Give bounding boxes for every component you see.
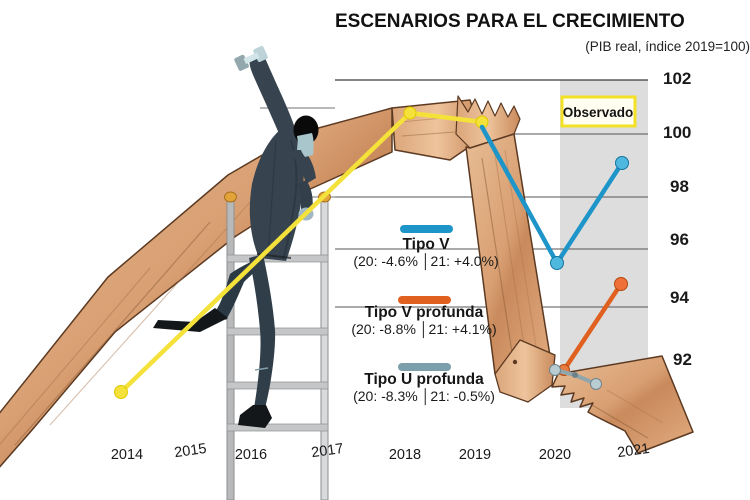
svg-text:(20: -8.8% │21: +4.1%): (20: -8.8% │21: +4.1%)	[351, 321, 496, 339]
svg-text:92: 92	[673, 350, 692, 369]
svg-text:2016: 2016	[235, 447, 267, 463]
svg-text:2019: 2019	[459, 447, 491, 463]
svg-text:ESCENARIOS PARA EL CRECIMIENTO: ESCENARIOS PARA EL CRECIMIENTO	[335, 11, 685, 32]
svg-text:Tipo U profunda: Tipo U profunda	[364, 371, 484, 388]
svg-text:(PIB real, índice 2019=100): (PIB real, índice 2019=100)	[585, 39, 750, 54]
svg-text:Tipo V: Tipo V	[402, 236, 450, 253]
svg-text:Observado: Observado	[563, 105, 634, 120]
svg-text:(20: -8.3% │21: -0.5%): (20: -8.3% │21: -0.5%)	[353, 388, 495, 406]
svg-text:2018: 2018	[389, 447, 421, 463]
svg-text:100: 100	[663, 123, 691, 142]
svg-text:2020: 2020	[539, 447, 571, 463]
svg-text:102: 102	[663, 69, 691, 88]
svg-text:98: 98	[670, 177, 689, 196]
svg-text:Tipo V profunda: Tipo V profunda	[365, 304, 484, 321]
svg-text:(20: -4.6% │21: +4.0%): (20: -4.6% │21: +4.0%)	[353, 253, 498, 271]
svg-text:94: 94	[670, 288, 689, 307]
svg-text:2014: 2014	[111, 447, 143, 463]
svg-text:96: 96	[670, 230, 689, 249]
